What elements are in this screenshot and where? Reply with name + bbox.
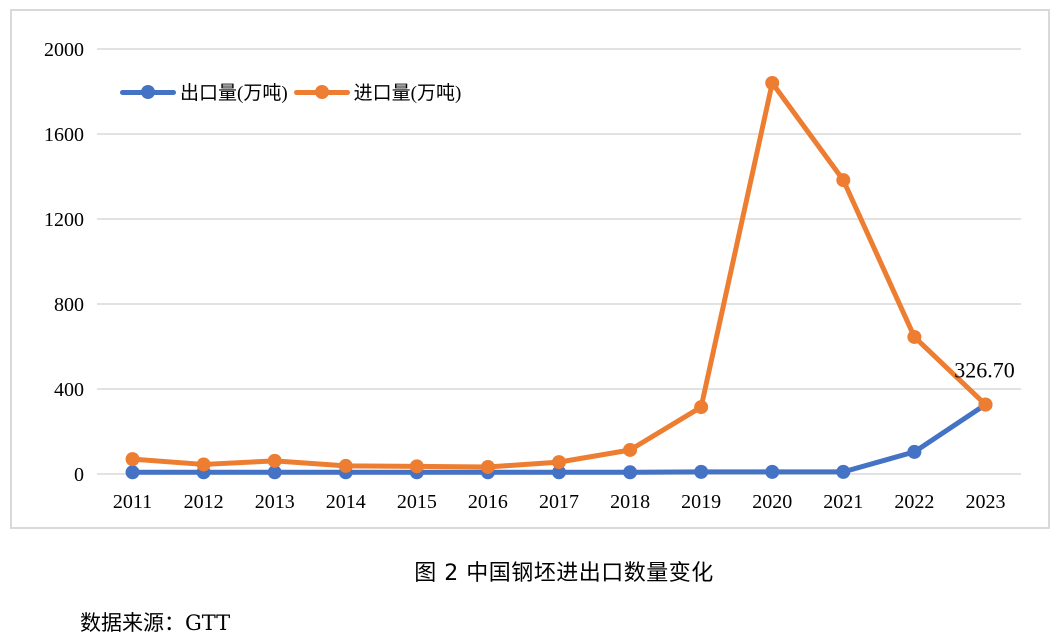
data-label: 326.70 <box>954 358 1015 383</box>
data-point <box>907 444 922 459</box>
data-point <box>338 458 353 473</box>
data-point <box>480 459 495 474</box>
legend-marker-export-icon <box>120 80 176 104</box>
legend: 出口量(万吨) 进口量(万吨) <box>120 78 467 105</box>
legend-label-import: 进口量(万吨) <box>353 83 462 104</box>
data-point <box>552 455 566 470</box>
data-point <box>765 76 780 90</box>
data-point <box>125 465 140 480</box>
data-point <box>907 329 922 344</box>
legend-item-import: 进口量(万吨) <box>293 78 462 105</box>
legend-item-export: 出口量(万吨) <box>120 78 288 105</box>
x-tick-label: 2012 <box>184 491 224 513</box>
x-tick-label: 2020 <box>752 491 792 513</box>
x-tick-label: 2019 <box>681 491 721 513</box>
data-point <box>836 464 851 479</box>
line-chart: 0 400 800 1200 1600 2000 2011 2012 2013 2014 2015 2… <box>44 39 1021 513</box>
x-tick-label: 2013 <box>255 491 295 513</box>
data-source: 数据来源：GTT <box>80 611 231 635</box>
data-point <box>694 400 709 415</box>
x-tick-label: 2023 <box>965 491 1005 513</box>
data-point <box>267 465 282 480</box>
y-tick-label: 1200 <box>44 209 84 231</box>
y-tick-label: 400 <box>54 379 84 401</box>
y-tick-label: 800 <box>54 294 84 316</box>
y-tick-label: 0 <box>74 464 84 486</box>
data-point <box>623 442 638 457</box>
data-point <box>765 464 780 479</box>
series-line-1 <box>130 80 988 470</box>
x-tick-label: 2022 <box>894 491 934 513</box>
figure-caption: 图 2 中国钢坯进出口数量变化 <box>414 561 714 586</box>
data-point <box>836 173 851 188</box>
data-point <box>552 465 566 480</box>
x-tick-label: 2015 <box>397 491 437 513</box>
data-point <box>694 464 709 479</box>
data-point <box>267 453 282 468</box>
legend-marker-import-icon <box>293 80 350 104</box>
data-point <box>196 457 211 472</box>
y-tick-label: 2000 <box>44 39 84 61</box>
x-tick-label: 2016 <box>468 491 508 513</box>
x-tick-label: 2017 <box>539 491 579 513</box>
data-point <box>978 397 993 412</box>
x-tick-label: 2011 <box>113 491 152 513</box>
data-point <box>623 465 638 480</box>
x-tick-label: 2018 <box>610 491 650 513</box>
legend-label-export: 出口量(万吨) <box>180 83 288 104</box>
data-point <box>125 452 140 467</box>
data-point <box>409 459 424 474</box>
x-tick-label: 2014 <box>326 491 366 513</box>
y-tick-label: 1600 <box>44 124 84 146</box>
chart-frame <box>10 9 1050 529</box>
x-tick-label: 2021 <box>823 491 863 513</box>
